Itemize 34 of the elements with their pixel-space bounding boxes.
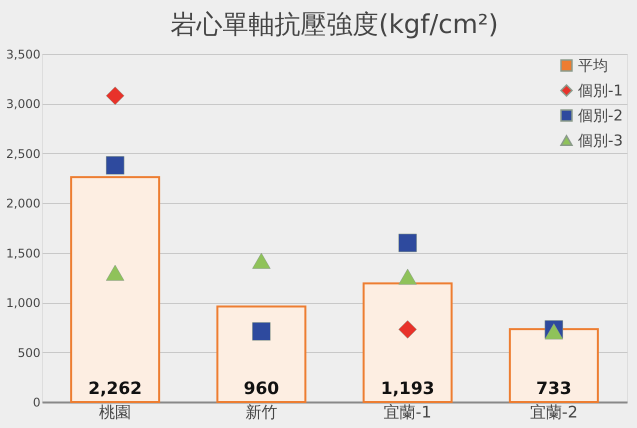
x-tick-label: 宜蘭-2: [530, 402, 578, 422]
point: [544, 323, 564, 340]
y-tick-label: 2,000: [6, 196, 40, 211]
x-tick-label: 新竹: [245, 402, 278, 422]
point: [398, 268, 417, 285]
point: [106, 156, 124, 175]
bar: [362, 282, 453, 403]
chart-title: 岩心單軸抗壓強度(kgf/cm²): [170, 10, 498, 40]
bar: [216, 306, 306, 403]
point: [106, 264, 124, 281]
point: [398, 320, 417, 339]
point: [252, 322, 271, 341]
y-tick-label: 2,500: [6, 146, 40, 161]
data-label: 1,193: [380, 379, 435, 399]
legend-label: 個別-1: [578, 82, 623, 100]
bar: [70, 176, 160, 403]
data-label: 960: [244, 379, 280, 399]
x-tick-label: 桃園: [99, 402, 132, 422]
point: [398, 234, 417, 252]
legend-label: 平均: [578, 56, 608, 74]
y-tick-label: 500: [18, 346, 40, 360]
legend-label: 個別-2: [578, 106, 623, 124]
bar: [508, 328, 599, 403]
data-label: 2,262: [88, 379, 142, 399]
y-tick-label: 0: [32, 396, 40, 410]
point: [106, 86, 124, 105]
y-tick-label: 1,000: [6, 296, 40, 310]
legend-label: 個別-3: [578, 132, 623, 150]
data-label: 733: [536, 379, 572, 399]
y-tick-label: 3,000: [6, 97, 40, 112]
y-tick-label: 1,500: [6, 246, 40, 260]
point: [252, 252, 271, 269]
y-tick-label: 3,500: [6, 48, 40, 62]
x-tick-label: 宜蘭-1: [384, 402, 432, 422]
